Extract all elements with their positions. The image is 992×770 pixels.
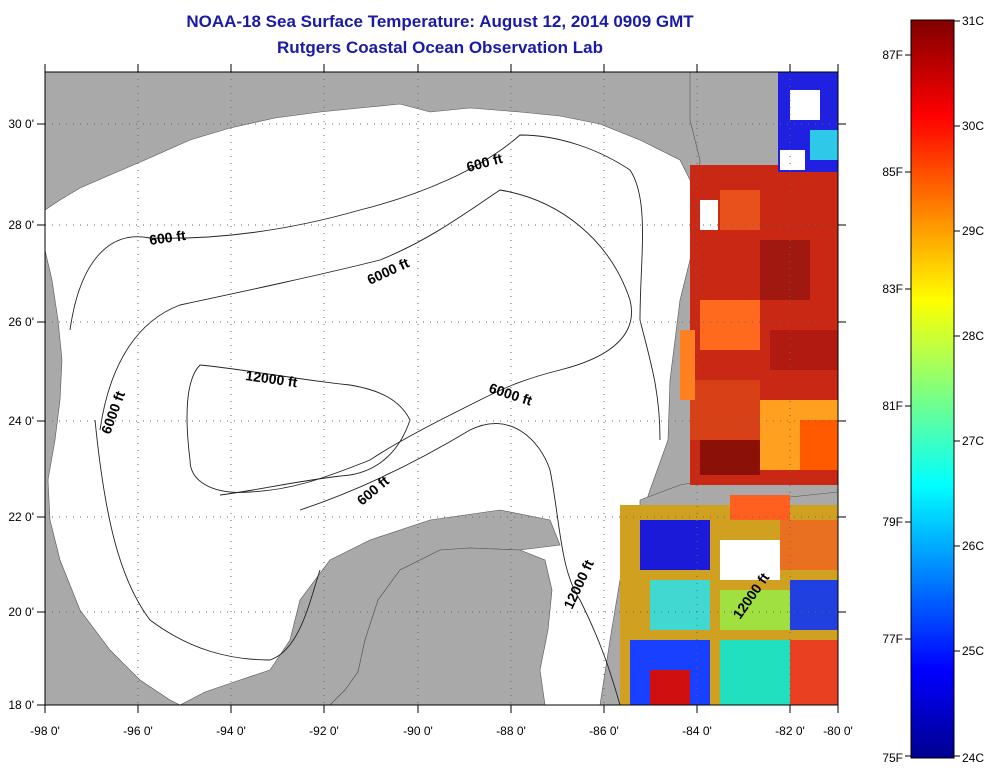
lat-label: 20 0' (8, 605, 34, 619)
lat-label: 24 0' (8, 414, 34, 428)
celsius-label: 27C (962, 434, 984, 448)
lon-label: -88 0' (496, 724, 526, 738)
sst-swath-south (620, 495, 838, 705)
lon-label: -98 0' (30, 724, 60, 738)
celsius-label: 29C (962, 224, 984, 238)
lat-label: 18 0' (8, 698, 34, 712)
lat-label: 30 0' (8, 117, 34, 131)
map-subtitle: Rutgers Coastal Ocean Observation Lab (277, 38, 603, 57)
lon-label: -96 0' (123, 724, 153, 738)
lat-label: 26 0' (8, 315, 34, 329)
fahrenheit-label: 81F (882, 399, 903, 413)
fahrenheit-label: 87F (882, 48, 903, 62)
lon-label: -80 0' (823, 724, 853, 738)
celsius-label: 26C (962, 539, 984, 553)
celsius-label: 30C (962, 119, 984, 133)
lat-label: 28 0' (8, 218, 34, 232)
celsius-label: 24C (962, 751, 984, 765)
yucatan-peninsula (329, 547, 553, 705)
fahrenheit-label: 83F (882, 282, 903, 296)
lon-label: -84 0' (682, 724, 712, 738)
fahrenheit-label: 75F (882, 751, 903, 765)
celsius-label: 25C (962, 644, 984, 658)
sst-swath-north (680, 165, 838, 485)
axis-ticks (37, 64, 846, 713)
lon-label: -90 0' (403, 724, 433, 738)
color-bar (910, 19, 955, 759)
celsius-label: 31C (962, 14, 984, 28)
bathymetry-contours (69, 134, 661, 705)
colorbar-ticks (905, 20, 960, 757)
contour-label-600ft-west: 600 ft (148, 227, 187, 248)
sst-swath-florida (778, 72, 838, 172)
lon-label: -94 0' (216, 724, 246, 738)
map-frame (44, 71, 839, 706)
lon-label: -86 0' (589, 724, 619, 738)
map-title: NOAA-18 Sea Surface Temperature: August … (186, 12, 694, 31)
contour-label-12000ft-center: 12000 ft (245, 367, 299, 390)
fahrenheit-label: 77F (882, 632, 903, 646)
lon-label: -92 0' (309, 724, 339, 738)
lon-label: -82 0' (775, 724, 805, 738)
celsius-label: 28C (962, 329, 984, 343)
fahrenheit-label: 85F (882, 165, 903, 179)
graticule (45, 72, 838, 705)
fahrenheit-label: 79F (882, 515, 903, 529)
lat-label: 22 0' (8, 510, 34, 524)
